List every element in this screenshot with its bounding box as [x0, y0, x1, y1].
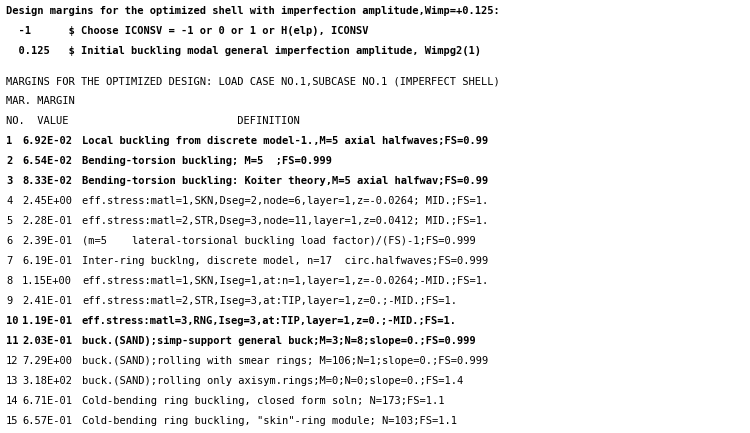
Text: 9: 9 — [6, 296, 12, 306]
Text: 2.41E-01: 2.41E-01 — [22, 296, 72, 306]
Text: 6.19E-01: 6.19E-01 — [22, 256, 72, 266]
Text: 7.29E+00: 7.29E+00 — [22, 356, 72, 366]
Text: eff.stress:matl=3,RNG,Iseg=3,at:TIP,layer=1,z=0.;-MID.;FS=1.: eff.stress:matl=3,RNG,Iseg=3,at:TIP,laye… — [82, 316, 457, 326]
Text: 2.28E-01: 2.28E-01 — [22, 216, 72, 226]
Text: 6.57E-01: 6.57E-01 — [22, 416, 72, 426]
Text: 1: 1 — [6, 136, 12, 146]
Text: 6.92E-02: 6.92E-02 — [22, 136, 72, 146]
Text: 11: 11 — [6, 336, 19, 346]
Text: 14: 14 — [6, 396, 19, 406]
Text: 15: 15 — [6, 416, 19, 426]
Text: 0.125   $ Initial buckling modal general imperfection amplitude, Wimpg2(1): 0.125 $ Initial buckling modal general i… — [6, 46, 481, 56]
Text: 2.03E-01: 2.03E-01 — [22, 336, 72, 346]
Text: eff.stress:matl=2,STR,Iseg=3,at:TIP,layer=1,z=0.;-MID.;FS=1.: eff.stress:matl=2,STR,Iseg=3,at:TIP,laye… — [82, 296, 457, 306]
Text: Bending-torsion buckling: Koiter theory,M=5 axial halfwav;FS=0.99: Bending-torsion buckling: Koiter theory,… — [82, 176, 488, 186]
Text: MAR. MARGIN: MAR. MARGIN — [6, 96, 75, 106]
Text: (m=5    lateral-torsional buckling load factor)/(FS)-1;FS=0.999: (m=5 lateral-torsional buckling load fac… — [82, 236, 476, 246]
Text: 3.18E+02: 3.18E+02 — [22, 376, 72, 386]
Text: 3: 3 — [6, 176, 12, 186]
Text: Cold-bending ring buckling, closed form soln; N=173;FS=1.1: Cold-bending ring buckling, closed form … — [82, 396, 445, 406]
Text: 7: 7 — [6, 256, 12, 266]
Text: 12: 12 — [6, 356, 19, 366]
Text: eff.stress:matl=1,SKN,Dseg=2,node=6,layer=1,z=-0.0264; MID.;FS=1.: eff.stress:matl=1,SKN,Dseg=2,node=6,laye… — [82, 196, 488, 206]
Text: Bending-torsion buckling; M=5  ;FS=0.999: Bending-torsion buckling; M=5 ;FS=0.999 — [82, 156, 332, 166]
Text: buck.(SAND);rolling only axisym.rings;M=0;N=0;slope=0.;FS=1.4: buck.(SAND);rolling only axisym.rings;M=… — [82, 376, 464, 386]
Text: 6.71E-01: 6.71E-01 — [22, 396, 72, 406]
Text: 1.19E-01: 1.19E-01 — [22, 316, 72, 326]
Text: 5: 5 — [6, 216, 12, 226]
Text: Inter-ring bucklng, discrete model, n=17  circ.halfwaves;FS=0.999: Inter-ring bucklng, discrete model, n=17… — [82, 256, 488, 266]
Text: 4: 4 — [6, 196, 12, 206]
Text: 8.33E-02: 8.33E-02 — [22, 176, 72, 186]
Text: -1      $ Choose ICONSV = -1 or 0 or 1 or H(elp), ICONSV: -1 $ Choose ICONSV = -1 or 0 or 1 or H(e… — [6, 26, 368, 36]
Text: 2.45E+00: 2.45E+00 — [22, 196, 72, 206]
Text: 10: 10 — [6, 316, 19, 326]
Text: 6.54E-02: 6.54E-02 — [22, 156, 72, 166]
Text: 13: 13 — [6, 376, 19, 386]
Text: buck.(SAND);simp-support general buck;M=3;N=8;slope=0.;FS=0.999: buck.(SAND);simp-support general buck;M=… — [82, 336, 476, 346]
Text: Local buckling from discrete model-1.,M=5 axial halfwaves;FS=0.99: Local buckling from discrete model-1.,M=… — [82, 136, 488, 146]
Text: Design margins for the optimized shell with imperfection amplitude,Wimp=+0.125:: Design margins for the optimized shell w… — [6, 6, 500, 16]
Text: buck.(SAND);rolling with smear rings; M=106;N=1;slope=0.;FS=0.999: buck.(SAND);rolling with smear rings; M=… — [82, 356, 488, 366]
Text: Cold-bending ring buckling, "skin"-ring module; N=103;FS=1.1: Cold-bending ring buckling, "skin"-ring … — [82, 416, 457, 426]
Text: 6: 6 — [6, 236, 12, 246]
Text: 1.15E+00: 1.15E+00 — [22, 276, 72, 286]
Text: MARGINS FOR THE OPTIMIZED DESIGN: LOAD CASE NO.1,SUBCASE NO.1 (IMPERFECT SHELL): MARGINS FOR THE OPTIMIZED DESIGN: LOAD C… — [6, 76, 500, 86]
Text: eff.stress:matl=2,STR,Dseg=3,node=11,layer=1,z=0.0412; MID.;FS=1.: eff.stress:matl=2,STR,Dseg=3,node=11,lay… — [82, 216, 488, 226]
Text: eff.stress:matl=1,SKN,Iseg=1,at:n=1,layer=1,z=-0.0264;-MID.;FS=1.: eff.stress:matl=1,SKN,Iseg=1,at:n=1,laye… — [82, 276, 488, 286]
Text: 2: 2 — [6, 156, 12, 166]
Text: 8: 8 — [6, 276, 12, 286]
Text: 2.39E-01: 2.39E-01 — [22, 236, 72, 246]
Text: NO.  VALUE                           DEFINITION: NO. VALUE DEFINITION — [6, 116, 300, 126]
